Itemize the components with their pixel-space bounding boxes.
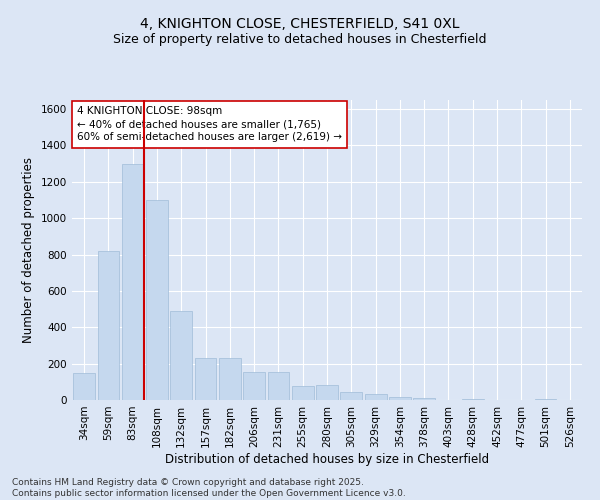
Bar [170,311,192,400]
Text: Size of property relative to detached houses in Chesterfield: Size of property relative to detached ho… [113,32,487,46]
Bar [97,251,119,400]
Bar [73,372,95,400]
Text: 4 KNIGHTON CLOSE: 98sqm
← 40% of detached houses are smaller (1,765)
60% of semi: 4 KNIGHTON CLOSE: 98sqm ← 40% of detache… [77,106,342,142]
Bar [316,384,338,400]
Bar [292,386,314,400]
Text: 4, KNIGHTON CLOSE, CHESTERFIELD, S41 0XL: 4, KNIGHTON CLOSE, CHESTERFIELD, S41 0XL [140,18,460,32]
Bar [365,394,386,400]
Bar [219,358,241,400]
Bar [413,398,435,400]
Text: Contains HM Land Registry data © Crown copyright and database right 2025.
Contai: Contains HM Land Registry data © Crown c… [12,478,406,498]
Bar [340,392,362,400]
X-axis label: Distribution of detached houses by size in Chesterfield: Distribution of detached houses by size … [165,452,489,466]
Y-axis label: Number of detached properties: Number of detached properties [22,157,35,343]
Bar [146,200,168,400]
Bar [268,372,289,400]
Bar [122,164,143,400]
Bar [243,372,265,400]
Bar [194,358,217,400]
Bar [462,398,484,400]
Bar [389,396,411,400]
